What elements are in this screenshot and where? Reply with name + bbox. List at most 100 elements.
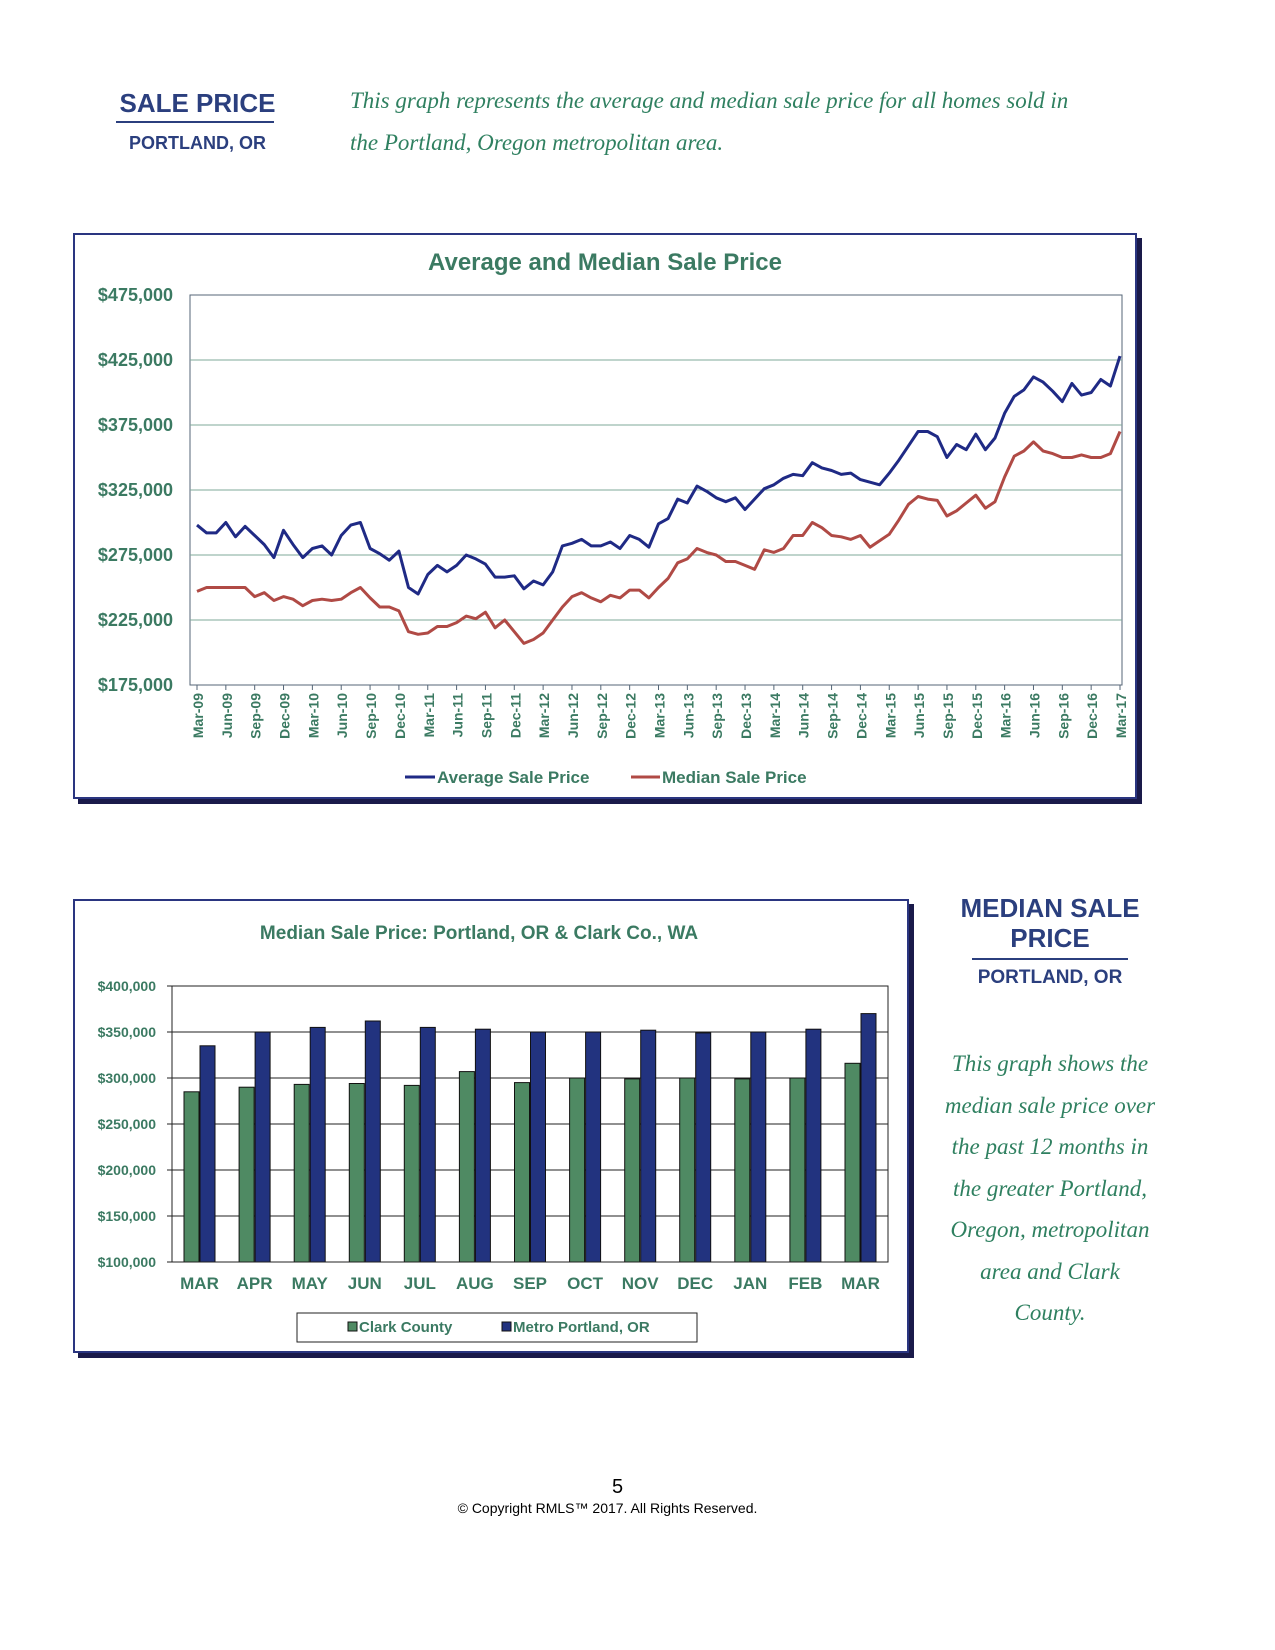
bar-metro-portland bbox=[254, 1031, 271, 1263]
x-tick-label: JUN bbox=[348, 1274, 382, 1293]
x-tick-label: OCT bbox=[567, 1274, 604, 1293]
legend-box bbox=[296, 1312, 698, 1343]
y-tick-label: $150,000 bbox=[98, 1208, 157, 1224]
description-line: median sale price over bbox=[944, 1092, 1156, 1118]
y-tick-label: $475,000 bbox=[98, 285, 173, 305]
x-tick-label: Jun-12 bbox=[565, 693, 581, 738]
bar-clark-county bbox=[624, 1078, 641, 1263]
x-tick-label: Dec-12 bbox=[623, 693, 639, 739]
bar-metro-portland bbox=[805, 1028, 822, 1263]
y-tick-label: $350,000 bbox=[98, 1024, 157, 1040]
x-tick-label: FEB bbox=[788, 1274, 822, 1293]
legend-label: Average Sale Price bbox=[437, 768, 589, 787]
x-tick-label: Mar-14 bbox=[767, 693, 783, 738]
y-tick-label: $400,000 bbox=[98, 978, 157, 994]
section-subtitle-location-2: PORTLAND, OR bbox=[977, 967, 1123, 988]
series-line-median bbox=[196, 430, 1122, 645]
x-tick-label: MAR bbox=[180, 1274, 219, 1293]
x-tick-label: Jun-10 bbox=[334, 693, 350, 738]
x-tick-label: Sep-12 bbox=[594, 693, 610, 739]
x-tick-label: Sep-15 bbox=[940, 693, 956, 739]
x-tick-label: Sep-13 bbox=[709, 693, 725, 739]
x-tick-label: Sep-16 bbox=[1055, 693, 1071, 739]
x-tick-label: Sep-11 bbox=[478, 693, 494, 738]
legend-label: Metro Portland, OR bbox=[513, 1319, 650, 1336]
x-tick-label: Mar-15 bbox=[882, 693, 898, 738]
section-description-line2: the Portland, Oregon metropolitan area. bbox=[350, 130, 724, 155]
section-title-underline bbox=[116, 121, 274, 123]
x-tick-label: Dec-09 bbox=[277, 693, 293, 739]
y-tick-label: $175,000 bbox=[98, 675, 173, 695]
bar-metro-portland bbox=[419, 1026, 436, 1263]
x-tick-label: Jun-15 bbox=[911, 693, 927, 738]
bar-clark-county bbox=[458, 1071, 475, 1263]
description-line: the greater Portland, bbox=[953, 1175, 1147, 1201]
x-tick-label: Dec-16 bbox=[1084, 693, 1100, 739]
x-tick-label: Mar-12 bbox=[536, 693, 552, 738]
bar-metro-portland bbox=[695, 1032, 712, 1263]
x-tick-label: Mar-17 bbox=[1113, 693, 1129, 738]
bar-clark-county bbox=[403, 1084, 420, 1263]
x-tick-label: SEP bbox=[513, 1274, 547, 1293]
y-tick-label: $250,000 bbox=[98, 1116, 157, 1132]
x-tick-label: Dec-10 bbox=[392, 693, 408, 739]
x-tick-label: Jun-14 bbox=[796, 693, 812, 738]
x-tick-label: JAN bbox=[733, 1274, 767, 1293]
x-tick-label: MAR bbox=[841, 1274, 880, 1293]
x-tick-label: AUG bbox=[456, 1274, 494, 1293]
section-description-line1: This graph represents the average and me… bbox=[350, 88, 1069, 113]
y-tick-label: $325,000 bbox=[98, 480, 173, 500]
x-tick-label: Dec-14 bbox=[853, 693, 869, 739]
description-line: County. bbox=[1014, 1300, 1086, 1325]
bar-chart: Median Sale Price: Portland, OR & Clark … bbox=[98, 923, 889, 1343]
x-tick-label: APR bbox=[237, 1274, 273, 1293]
bar-clark-county bbox=[734, 1078, 751, 1263]
x-tick-label: NOV bbox=[622, 1274, 660, 1293]
line-chart-frame: Average and Median Sale Price $475,000 $42… bbox=[73, 233, 1137, 799]
y-tick-label: $425,000 bbox=[98, 350, 173, 370]
legend-swatch bbox=[501, 1321, 512, 1332]
x-tick-label: Jun-11 bbox=[450, 693, 466, 738]
x-tick-label: Jun-13 bbox=[680, 693, 696, 738]
bar-clark-county bbox=[348, 1083, 365, 1263]
legend-label: Median Sale Price bbox=[662, 768, 807, 787]
x-tick-label: Sep-09 bbox=[248, 693, 264, 739]
bar-clark-county bbox=[183, 1091, 200, 1263]
description-line: Oregon, metropolitan bbox=[950, 1217, 1150, 1242]
bar-metro-portland bbox=[860, 1013, 877, 1263]
x-tick-label: Sep-10 bbox=[363, 693, 379, 739]
bar-clark-county bbox=[293, 1083, 310, 1263]
section-title-median-line2: PRICE bbox=[1010, 923, 1090, 953]
x-tick-label: DEC bbox=[677, 1274, 713, 1293]
section-subtitle-location: PORTLAND, OR bbox=[129, 133, 266, 153]
bar-clark-county bbox=[514, 1082, 530, 1263]
bar-metro-portland bbox=[750, 1031, 767, 1263]
bar-metro-portland bbox=[474, 1028, 491, 1263]
page-number: 5 bbox=[611, 1476, 624, 1498]
x-tick-label: JUL bbox=[404, 1274, 436, 1293]
x-tick-label: Dec-11 bbox=[507, 693, 523, 738]
bar-metro-portland bbox=[364, 1020, 381, 1263]
bar-chart-frame: Median Sale Price: Portland, OR & Clark … bbox=[73, 899, 909, 1353]
bar-clark-county bbox=[238, 1086, 255, 1263]
section-title-underline-2 bbox=[972, 958, 1128, 960]
x-tick-label: Mar-09 bbox=[190, 693, 206, 738]
y-tick-label: $275,000 bbox=[98, 545, 173, 565]
section-title-median-line1: MEDIAN SALE bbox=[960, 893, 1140, 923]
x-tick-label: Mar-16 bbox=[998, 693, 1014, 738]
section-title-sale-price: SALE PRICE bbox=[119, 88, 276, 118]
x-tick-label: Jun-09 bbox=[219, 693, 235, 738]
bar-metro-portland bbox=[309, 1026, 326, 1263]
bar-clark-county bbox=[789, 1077, 806, 1263]
legend-label: Clark County bbox=[359, 1319, 453, 1336]
series-line-average bbox=[196, 355, 1122, 596]
y-tick-label: $375,000 bbox=[98, 415, 173, 435]
copyright-notice: © Copyright RMLS™ 2017. All Rights Reser… bbox=[457, 1500, 758, 1516]
bar-metro-portland bbox=[199, 1045, 216, 1263]
x-tick-label: Dec-15 bbox=[969, 693, 985, 739]
bar-metro-portland bbox=[530, 1031, 546, 1263]
x-tick-label: MAY bbox=[292, 1274, 329, 1293]
plot-area bbox=[171, 985, 889, 1263]
x-tick-label: Jun-16 bbox=[1026, 693, 1042, 738]
description-line: area and Clark bbox=[980, 1258, 1120, 1284]
